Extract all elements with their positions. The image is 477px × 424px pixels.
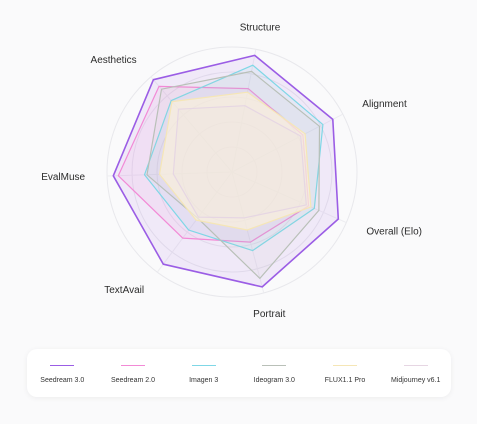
radar-chart: Structure Alignment Overall (Elo) Portrait T… <box>41 23 422 321</box>
legend-item: Imagen 3 <box>169 349 239 397</box>
axis-label-overall-elo: Overall (Elo) <box>366 227 422 238</box>
legend: Seedream 3.0 Seedream 2.0 Imagen 3 Ideogram… <box>27 349 451 397</box>
legend-label: FLUX1.1 Pro <box>324 377 366 384</box>
radar-series-layer <box>112 54 340 288</box>
legend-label: Imagen 3 <box>189 377 219 384</box>
axis-label-textavail: TextAvail <box>104 285 144 296</box>
legend-swatch <box>333 365 357 366</box>
axis-label-evalmuse: EvalMuse <box>41 172 85 183</box>
grid-ring-4 <box>131 71 333 273</box>
axis-label-alignment: Alignment <box>362 99 407 110</box>
series-polygon-midjourney-v6-1 <box>172 105 307 219</box>
legend-item: Midjourney v6.1 <box>381 349 451 397</box>
legend-label: Ideogram 3.0 <box>253 377 295 384</box>
legend-label: Midjourney v6.1 <box>390 377 441 384</box>
legend-item: FLUX1.1 Pro <box>310 349 380 397</box>
grid-ring-5 <box>106 46 358 298</box>
legend-swatch <box>191 365 216 366</box>
radar-axis-labels: Structure Alignment Overall (Elo) Portrait T… <box>41 23 422 321</box>
series-polygon-flux1-1-pro <box>158 91 312 231</box>
legend-swatch <box>121 365 145 366</box>
legend-swatch <box>50 365 75 366</box>
axis-label-aesthetics: Aesthetics <box>91 55 137 66</box>
legend-swatch <box>262 365 287 366</box>
legend-item: Seedream 3.0 <box>27 349 97 397</box>
legend-item: Ideogram 3.0 <box>239 349 309 397</box>
axis-label-portrait: Portrait <box>253 309 285 320</box>
legend-item: Seedream 2.0 <box>98 349 168 397</box>
axis-label-structure: Structure <box>240 23 281 34</box>
legend-swatch <box>403 365 428 366</box>
legend-label: Seedream 3.0 <box>40 377 85 384</box>
legend-label: Seedream 2.0 <box>111 377 155 384</box>
